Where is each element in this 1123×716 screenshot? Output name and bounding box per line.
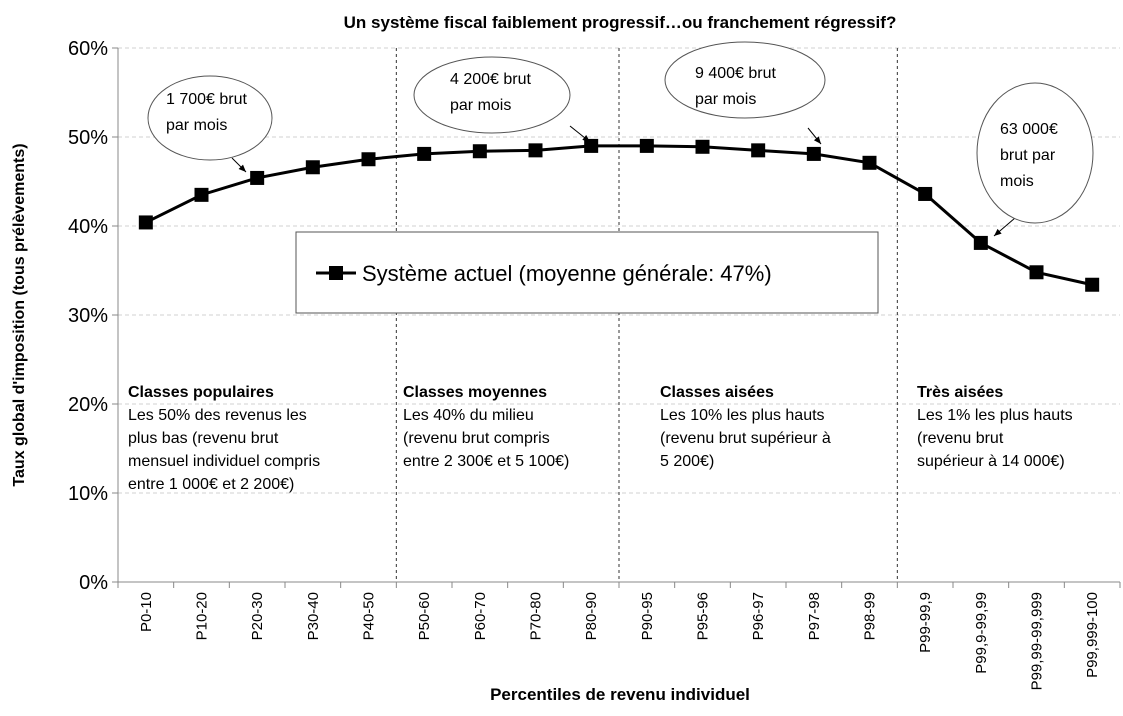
y-tick-label: 40% xyxy=(68,216,108,238)
group-text: Les 50% des revenus les xyxy=(128,407,307,424)
callout-bubble xyxy=(147,75,273,161)
group-text: (revenu brut compris xyxy=(403,430,550,447)
callout-text: 63 000€ xyxy=(1000,121,1058,138)
callout-text: 9 400€ brut xyxy=(695,65,777,82)
marker xyxy=(751,143,766,158)
group-title: Classes populaires xyxy=(128,384,274,401)
x-tick-label: P96-97 xyxy=(750,592,767,640)
x-tick-label: P50-60 xyxy=(416,592,433,640)
group-text: Les 1% les plus hauts xyxy=(917,407,1073,424)
callout-bubble xyxy=(664,41,826,119)
marker xyxy=(138,215,153,230)
group-text: entre 2 300€ et 5 100€) xyxy=(403,453,569,470)
legend-box xyxy=(295,231,879,314)
y-tick-label: 30% xyxy=(68,305,108,327)
marker xyxy=(639,138,654,153)
group-text: 5 200€) xyxy=(660,453,714,470)
x-tick-label: P80-90 xyxy=(583,592,600,640)
callout-arrowhead xyxy=(994,228,1002,236)
x-tick-label: P40-50 xyxy=(361,592,378,640)
legend-label: Système actuel (moyenne générale: 47%) xyxy=(362,261,772,286)
marker xyxy=(305,160,320,175)
x-axis-label: Percentiles de revenu individuel xyxy=(490,685,750,704)
marker xyxy=(1029,265,1044,280)
x-tick-label: P97-98 xyxy=(806,592,823,640)
marker xyxy=(973,235,988,250)
callout-text: 4 200€ brut xyxy=(450,71,532,88)
x-tick-label: P20-30 xyxy=(249,592,266,640)
group-text: plus bas (revenu brut xyxy=(128,430,279,447)
y-tick-label: 60% xyxy=(68,38,108,60)
x-tick-label: P90-95 xyxy=(639,592,656,640)
y-tick-label: 0% xyxy=(79,572,108,594)
group-text: (revenu brut supérieur à xyxy=(660,430,831,447)
marker xyxy=(361,152,376,167)
group-text: mensuel individuel compris xyxy=(128,453,320,470)
marker xyxy=(862,155,877,170)
x-tick-label: P99,999-100 xyxy=(1084,592,1101,678)
group-text: (revenu brut xyxy=(917,430,1004,447)
series-line xyxy=(145,144,1093,287)
x-tick-label: P0-10 xyxy=(138,592,155,632)
x-tick-label: P95-96 xyxy=(695,592,712,640)
marker xyxy=(584,138,599,153)
callout-arrowhead xyxy=(582,134,590,142)
marker xyxy=(695,139,710,154)
x-tick-label: P30-40 xyxy=(305,592,322,640)
marker xyxy=(918,186,933,201)
callout-text: par mois xyxy=(450,97,511,114)
y-tick-label: 10% xyxy=(68,483,108,505)
y-tick-label: 20% xyxy=(68,394,108,416)
x-tick-label: P98-99 xyxy=(862,592,879,640)
callout-text: 1 700€ brut xyxy=(166,91,248,108)
group-title: Très aisées xyxy=(917,384,1003,401)
x-tick-label: P99-99,9 xyxy=(917,592,934,653)
y-axis-label: Taux global d'imposition (tous prélèveme… xyxy=(11,143,28,486)
x-tick-label: P99,9-99,99 xyxy=(973,592,990,674)
callout-text: mois xyxy=(1000,173,1034,190)
callout-bubble xyxy=(976,82,1094,224)
group-text: entre 1 000€ et 2 200€) xyxy=(128,476,294,493)
callout-arrowhead xyxy=(813,136,821,144)
x-tick-label: P99,99-99,999 xyxy=(1029,592,1046,690)
marker xyxy=(194,187,209,202)
callout-arrowhead xyxy=(238,164,246,172)
marker xyxy=(806,146,821,161)
marker xyxy=(417,146,432,161)
y-tick-label: 50% xyxy=(68,127,108,149)
marker xyxy=(528,143,543,158)
x-tick-label: P10-20 xyxy=(194,592,211,640)
x-tick-label: P70-80 xyxy=(528,592,545,640)
callout-bubble xyxy=(413,56,571,134)
chart-title: Un système fiscal faiblement progressif…… xyxy=(344,13,897,32)
group-text: Les 10% les plus hauts xyxy=(660,407,825,424)
callout-text: par mois xyxy=(695,91,756,108)
group-title: Classes moyennes xyxy=(403,384,547,401)
group-text: Les 40% du milieu xyxy=(403,407,534,424)
marker xyxy=(472,144,487,159)
marker xyxy=(1085,277,1100,292)
callout-text: par mois xyxy=(166,117,227,134)
group-text: supérieur à 14 000€) xyxy=(917,453,1065,470)
callout-text: brut par xyxy=(1000,147,1056,164)
group-title: Classes aisées xyxy=(660,384,774,401)
legend-marker xyxy=(329,266,343,280)
x-tick-label: P60-70 xyxy=(472,592,489,640)
marker xyxy=(250,170,265,185)
